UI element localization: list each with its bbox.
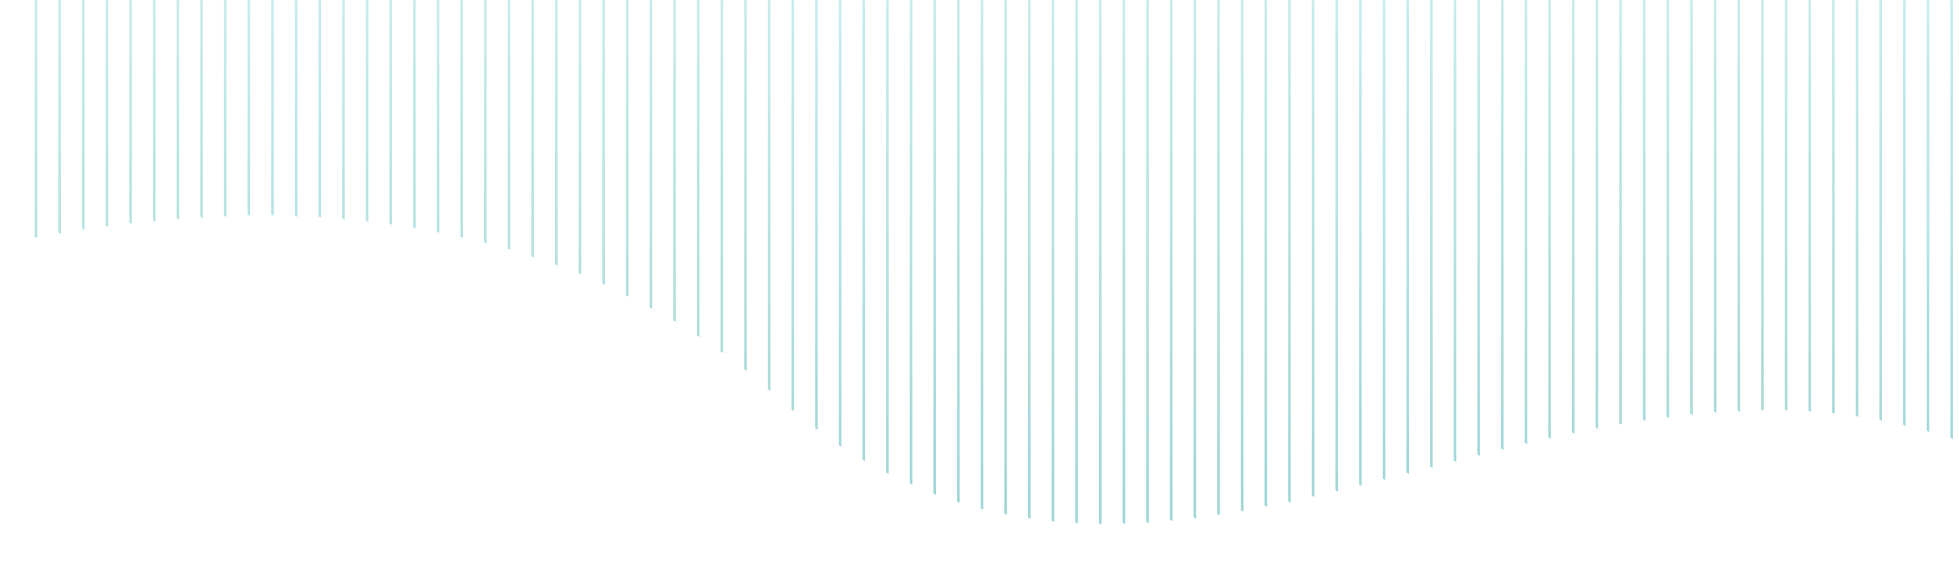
wave-line (1737, 0, 1741, 412)
wave-line (200, 0, 203, 218)
wave-line (1926, 0, 1930, 432)
wave-line (223, 0, 227, 217)
wave-line (1903, 0, 1906, 426)
wave-line (862, 0, 866, 461)
wave-line (1335, 0, 1339, 492)
wave-line (838, 0, 842, 447)
wave-line (318, 0, 322, 218)
wave-line (365, 0, 369, 222)
wave-line (909, 0, 913, 485)
wave-line (413, 0, 416, 229)
wave-line (1548, 0, 1551, 439)
wave-line (1832, 0, 1835, 414)
wave-line (720, 0, 724, 353)
wave-line (1217, 0, 1220, 516)
wave-line (1524, 0, 1528, 445)
wave-line (460, 0, 463, 238)
wave-line (105, 0, 109, 227)
wave-line (389, 0, 393, 225)
wave-line (271, 0, 274, 216)
wave-line (555, 0, 558, 266)
wave-line (531, 0, 534, 258)
wave-line (294, 0, 298, 217)
wave-line (815, 0, 818, 430)
wave-line (436, 0, 440, 233)
wave-line (1146, 0, 1149, 524)
wave-line (1879, 0, 1882, 421)
wave-line (767, 0, 771, 391)
wave-line (1855, 0, 1859, 417)
wave-line (484, 0, 487, 244)
wave-line (1761, 0, 1764, 411)
wave-line (957, 0, 960, 503)
wave-line (625, 0, 629, 297)
wave-line (129, 0, 132, 224)
wave-line (1713, 0, 1717, 413)
wave-line (342, 0, 345, 220)
wave-line (1453, 0, 1457, 462)
wave-line (58, 0, 61, 234)
wave-line (1098, 0, 1102, 525)
wave-line (1784, 0, 1788, 411)
wave-line (1359, 0, 1362, 486)
wave-line (696, 0, 700, 337)
wave-line (82, 0, 85, 230)
wave-line (1406, 0, 1409, 474)
wave-line (791, 0, 795, 411)
wave-line (886, 0, 889, 474)
vertical-lines-group (34, 0, 1953, 525)
wave-line (1950, 0, 1953, 439)
wave-line (507, 0, 511, 250)
wave-line (1028, 0, 1031, 519)
wave-line (1666, 0, 1670, 418)
wave-line (1288, 0, 1291, 503)
wave-line (1642, 0, 1646, 421)
wave-line (176, 0, 180, 220)
wave-line (673, 0, 676, 322)
wave-line (980, 0, 984, 510)
wave-line (1430, 0, 1433, 468)
wave-line (1193, 0, 1197, 519)
wave-line (1169, 0, 1173, 522)
wave-line (1501, 0, 1504, 450)
wave-line (933, 0, 936, 495)
wave-line (1690, 0, 1693, 415)
wave-line (247, 0, 251, 216)
wave-line (1311, 0, 1315, 497)
wave-line (1595, 0, 1599, 429)
wave-line (1477, 0, 1480, 456)
wave-line (152, 0, 156, 222)
wave-line (34, 0, 38, 238)
wave-line (1619, 0, 1622, 425)
wave-line (578, 0, 582, 275)
wave-line (1075, 0, 1078, 524)
wave-line (1051, 0, 1055, 522)
wave-line (1808, 0, 1812, 412)
wave-line (744, 0, 747, 371)
wave-line (602, 0, 605, 285)
wave-line (1571, 0, 1575, 434)
wave-line (1264, 0, 1268, 507)
wave-line (1240, 0, 1244, 512)
wave-line (1382, 0, 1386, 480)
wave-line (649, 0, 653, 309)
wave-line (1004, 0, 1007, 515)
wave-line (1122, 0, 1126, 525)
